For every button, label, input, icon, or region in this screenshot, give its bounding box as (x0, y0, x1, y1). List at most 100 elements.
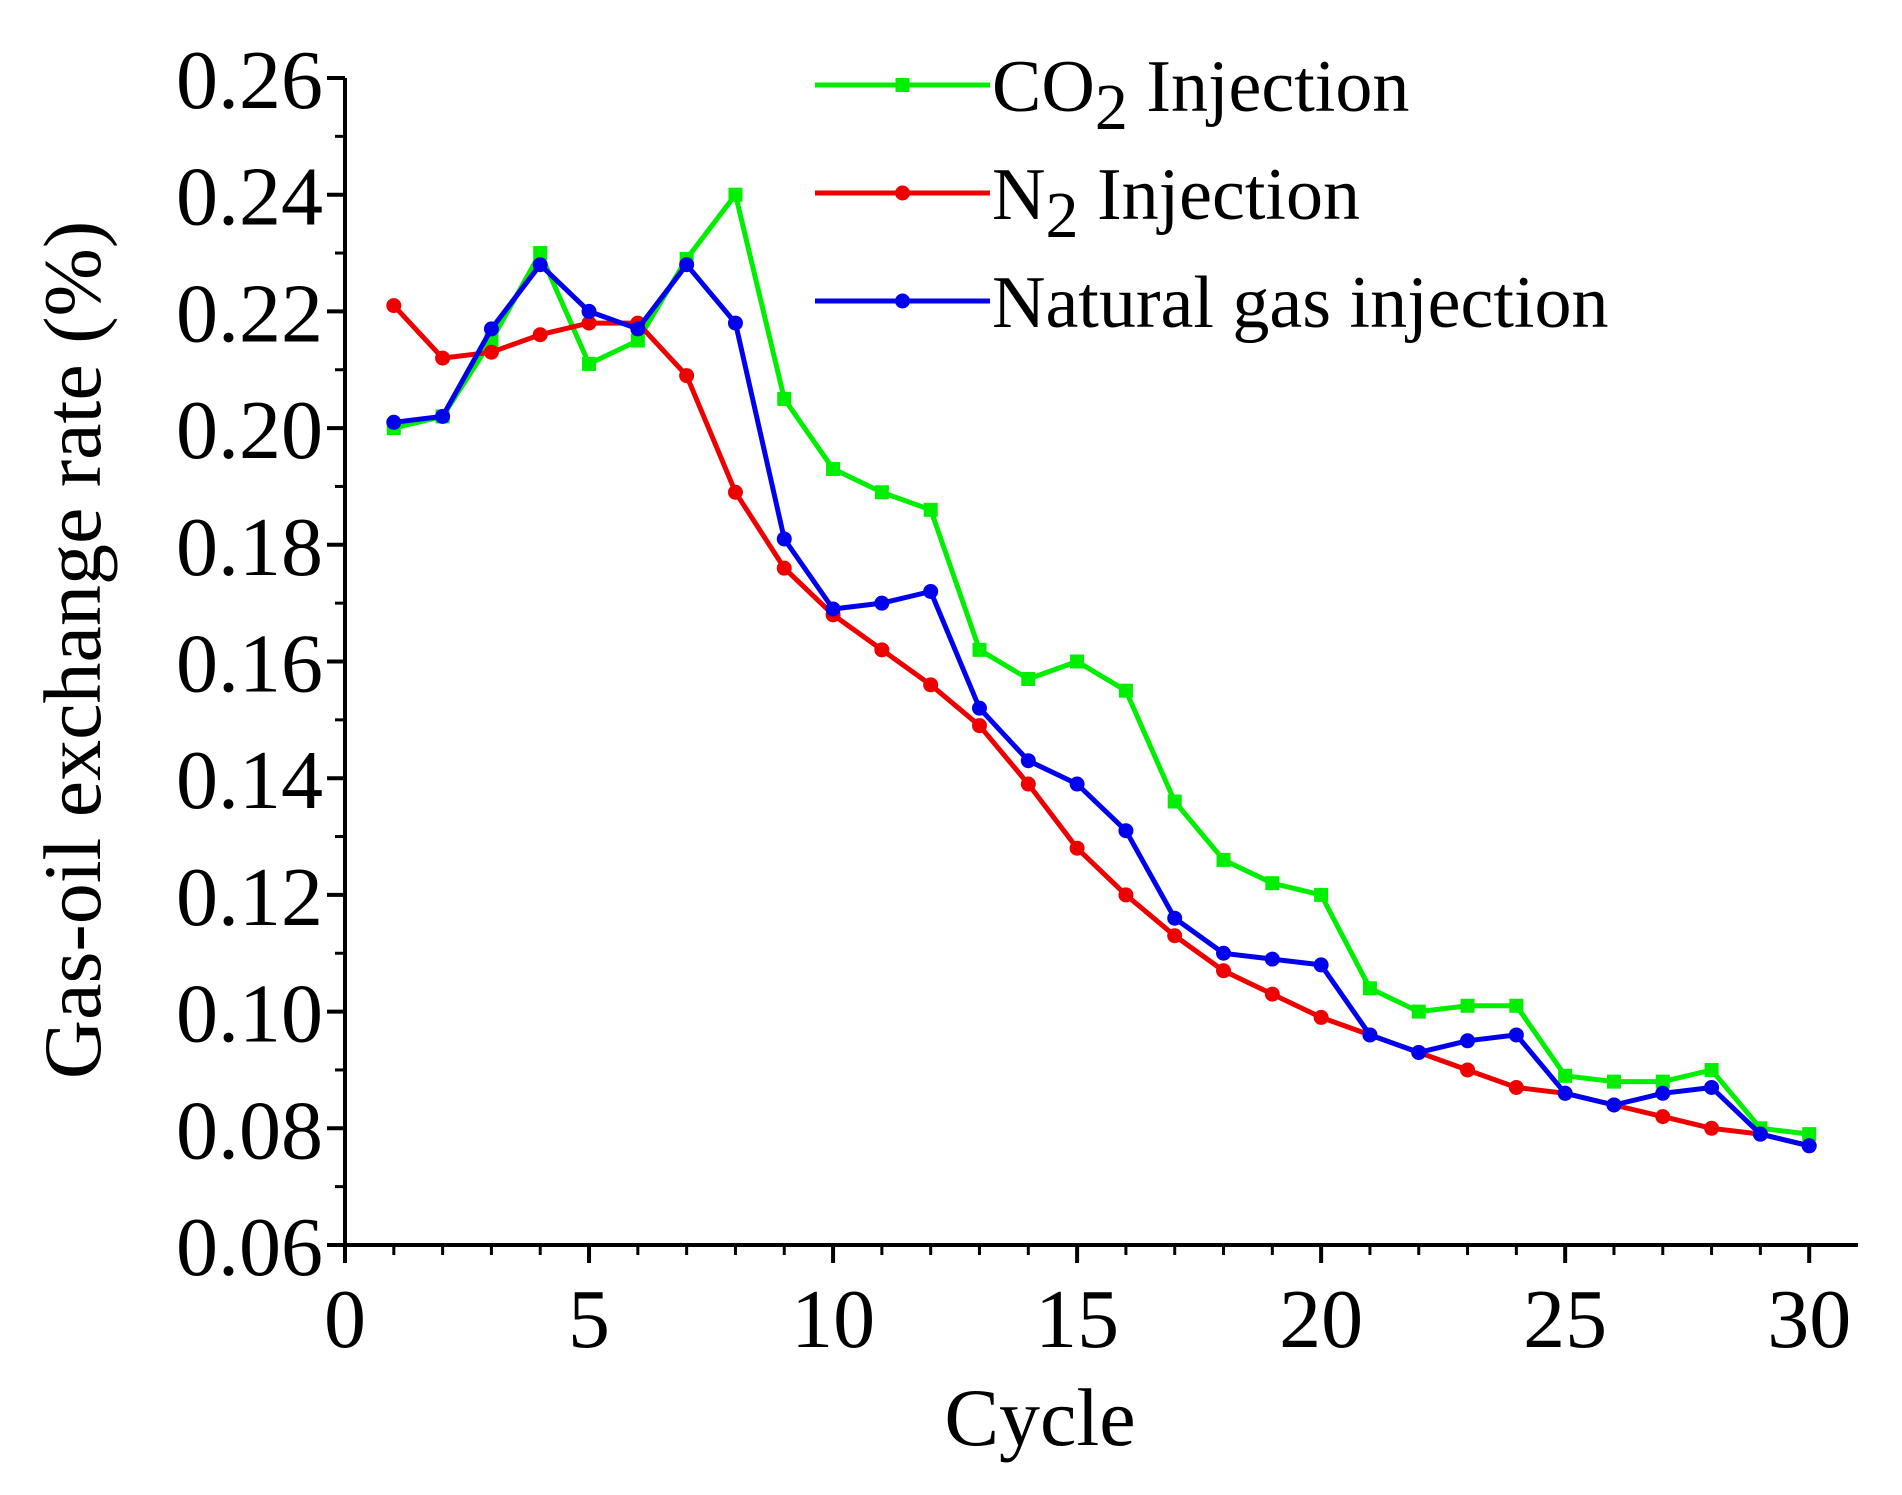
data-point (1167, 910, 1183, 926)
x-tick-label: 30 (1767, 1273, 1851, 1366)
data-point (1411, 1044, 1427, 1060)
y-tick-label: 0.26 (176, 34, 323, 127)
legend-item-2: N2 Injection (815, 154, 1360, 252)
data-point (630, 321, 646, 337)
data-point (532, 327, 548, 343)
data-point (581, 303, 597, 319)
data-point (776, 531, 792, 547)
data-point (874, 485, 889, 500)
data-point (1362, 981, 1377, 996)
data-point (1118, 683, 1133, 698)
data-point (435, 350, 451, 366)
data-point (1264, 986, 1280, 1002)
data-point (727, 484, 743, 500)
x-tick-label: 5 (568, 1273, 610, 1366)
data-point (1020, 753, 1036, 769)
data-point (923, 677, 939, 693)
data-point (874, 642, 890, 658)
y-tick-label: 0.14 (176, 734, 323, 827)
legend: CO2 Injection N2 Injection Natural gas inj… (815, 46, 1608, 344)
data-point (1216, 852, 1231, 867)
data-point (679, 257, 695, 273)
data-point (825, 601, 841, 617)
legend-label-subscript: 2 (1095, 71, 1128, 144)
x-tick-label: 25 (1523, 1273, 1607, 1366)
data-point (532, 257, 548, 273)
data-point (1606, 1074, 1621, 1089)
data-point (1362, 1027, 1378, 1043)
data-point (582, 356, 597, 371)
series-2 (386, 298, 1817, 1154)
data-point (630, 333, 645, 348)
data-point (1509, 998, 1524, 1013)
data-point (483, 321, 499, 337)
data-point (533, 246, 548, 261)
legend-label-suffix: Injection (1128, 46, 1410, 128)
data-point (1264, 951, 1280, 967)
data-point (1802, 1127, 1817, 1142)
series-line (393, 262, 1810, 1149)
data-point (1704, 1079, 1720, 1095)
x-tick-label: 0 (324, 1273, 366, 1366)
data-point (1069, 840, 1085, 856)
data-point (1265, 876, 1280, 891)
data-point (1167, 928, 1183, 944)
data-point (679, 368, 695, 384)
legend-swatch-marker (895, 185, 910, 201)
data-point (1314, 887, 1329, 902)
x-tick-label: 10 (791, 1273, 875, 1366)
legend-label-main: Natural gas injection (992, 262, 1608, 344)
data-point (386, 414, 402, 430)
legend-label: N2 Injection (992, 154, 1360, 252)
data-point (1655, 1074, 1670, 1089)
y-axis-title: Gas-oil exchange rate (%) (27, 221, 118, 1079)
x-axis-title: Cycle (944, 1372, 1135, 1463)
y-tick-label: 0.16 (176, 618, 323, 711)
data-point (1558, 1068, 1573, 1083)
y-tick-label: 0.24 (176, 151, 323, 244)
data-point (1557, 1085, 1573, 1101)
legend-item-1: CO2 Injection (815, 46, 1409, 144)
y-tick-label: 0.10 (176, 968, 323, 1061)
y-tick-label: 0.20 (176, 384, 323, 477)
legend-label-suffix: Injection (1078, 154, 1360, 236)
data-point (1069, 776, 1085, 792)
data-point (826, 461, 841, 476)
data-point (1021, 672, 1036, 687)
data-point (1460, 1062, 1476, 1078)
legend-swatch-marker (895, 293, 910, 309)
data-point (777, 391, 792, 406)
series-line (393, 192, 1810, 1137)
series-line (391, 303, 1810, 1149)
data-point (386, 298, 402, 314)
data-point (1216, 945, 1232, 961)
data-point (972, 642, 987, 657)
legend-item-3: Natural gas injection (815, 262, 1608, 344)
data-point (1167, 794, 1182, 809)
data-point (1655, 1085, 1671, 1101)
series-layer (386, 187, 1817, 1154)
y-tick-label: 0.08 (176, 1084, 323, 1177)
legend-label-main: N (992, 154, 1045, 236)
axes: 0.06 0.08 0.10 0.12 0.14 0.16 0.18 0.20 0.22 0.24… (176, 34, 1858, 1366)
data-point (1704, 1120, 1720, 1136)
data-point (1508, 1027, 1524, 1043)
x-tick-label: 20 (1279, 1273, 1363, 1366)
data-point (727, 315, 743, 331)
legend-label: Natural gas injection (992, 262, 1608, 344)
data-point (1752, 1126, 1768, 1142)
data-point (1606, 1097, 1622, 1113)
y-tick-label: 0.06 (176, 1201, 323, 1294)
data-point (874, 595, 890, 611)
data-point (483, 344, 499, 360)
data-point (971, 718, 987, 734)
legend-label-subscript: 2 (1045, 179, 1078, 252)
data-point (1508, 1079, 1524, 1095)
data-point (581, 315, 597, 331)
data-point (1118, 823, 1134, 839)
data-point (1655, 1109, 1671, 1125)
x-tick-label: 15 (1035, 1273, 1119, 1366)
y-tick-label: 0.22 (176, 267, 323, 360)
